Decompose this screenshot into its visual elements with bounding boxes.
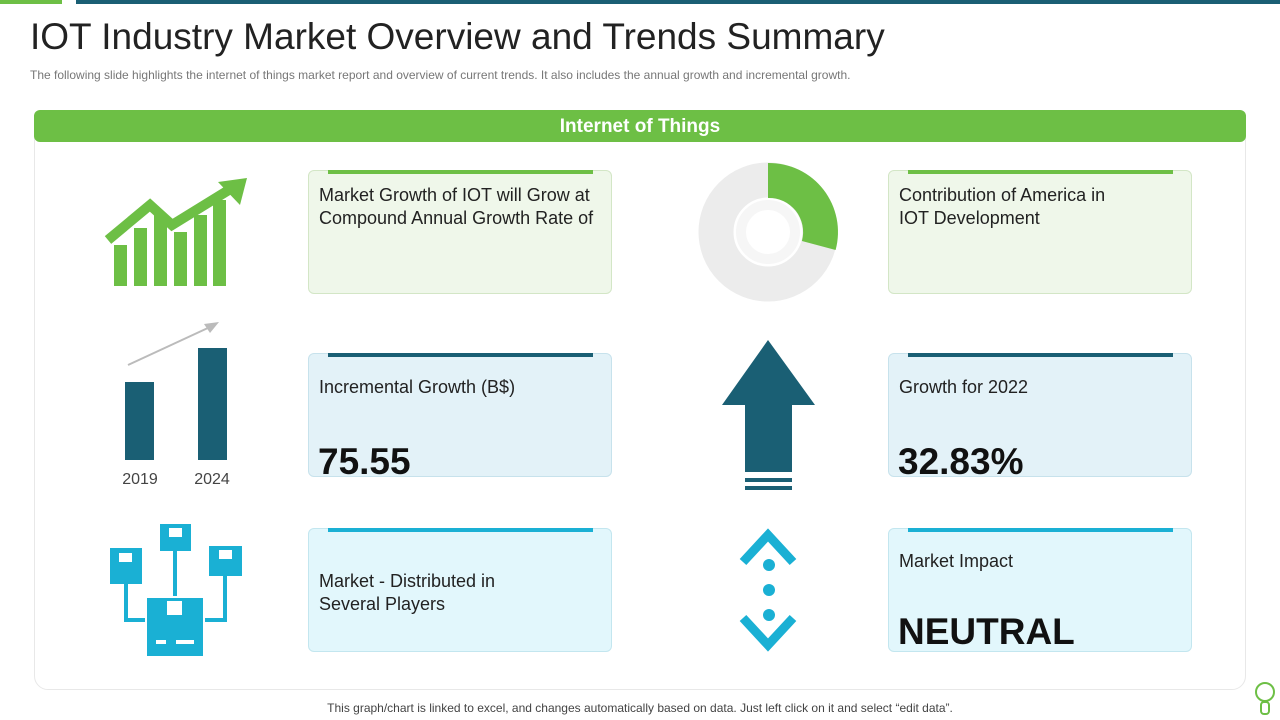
year-label: 2024 [194, 471, 230, 488]
bulb-icon [1255, 682, 1275, 715]
card-value: 75.55 [318, 441, 411, 482]
card-value: 32.83% [898, 441, 1024, 482]
info-card: Incremental Growth (B$) 75.55 [308, 353, 612, 482]
chevron-icon [739, 528, 797, 652]
network-icon [110, 524, 242, 656]
card-label: Market - Distributed in [319, 571, 496, 591]
card-accent [908, 170, 1173, 174]
card-accent [328, 528, 593, 532]
card-label: Market Impact [899, 551, 1014, 571]
slide-subtitle: The following slide highlights the inter… [30, 68, 851, 82]
card-accent [328, 353, 593, 357]
top-accent [0, 0, 62, 4]
info-card: Market Growth of IOT will Grow at Compoun… [308, 170, 612, 474]
year-label: 2019 [122, 471, 158, 488]
card-label: Incremental Growth (B$) [319, 377, 516, 397]
footer-note: This graph/chart is linked to excel, and… [327, 701, 953, 715]
card-accent [908, 528, 1173, 532]
card-label: Contribution of America in [899, 185, 1106, 205]
info-card: Market - Distributed in Several Players [308, 528, 612, 652]
card-value: NEUTRAL [898, 611, 1075, 652]
up-arrow-icon [722, 340, 815, 490]
info-card: Market Impact NEUTRAL [888, 528, 1192, 652]
info-card: Growth for 2022 32.83% [888, 353, 1192, 482]
info-card: Contribution of America in IOT Developmen… [888, 170, 1192, 474]
card-label: Growth for 2022 [899, 377, 1029, 397]
card-label: IOT Development [899, 208, 1040, 228]
card-accent [908, 353, 1173, 357]
slide-title: IOT Industry Market Overview and Trends … [30, 16, 885, 57]
growth-icon [104, 178, 247, 286]
card-accent [328, 170, 593, 174]
top-rule [76, 0, 1280, 4]
panel-title: Internet of Things [34, 110, 1246, 142]
card-label: Several Players [319, 594, 446, 614]
card-label: Market Growth of IOT will Grow at [319, 185, 590, 205]
donut-icon [698, 162, 838, 302]
bar-icon [125, 322, 227, 460]
card-label: Compound Annual Growth Rate of [319, 208, 594, 228]
